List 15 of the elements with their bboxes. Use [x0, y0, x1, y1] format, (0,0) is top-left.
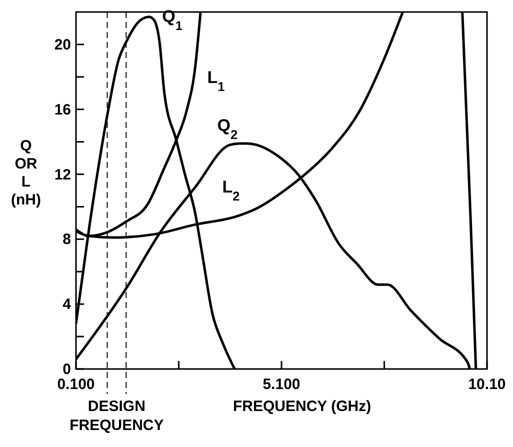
x-tick-label: 0.100 [57, 376, 95, 393]
y-tick-label: 12 [54, 166, 71, 184]
x-tick-label: 5.100 [262, 376, 300, 393]
y-tick-label: 16 [54, 101, 71, 118]
y-axis-title: Q OR L (nH) [11, 138, 41, 208]
series-label: L$_{2}$ [222, 177, 240, 203]
y-tick-label: 0 [62, 361, 71, 378]
y-tick-label: 4 [62, 296, 72, 314]
y-tick-label: 8 [62, 231, 71, 248]
x-tick-label: 10.10 [468, 376, 506, 393]
text: DESIGN FREQUENCY [70, 398, 164, 434]
series-label: Q$_{2}$ [217, 116, 238, 142]
y-tick-label: 20 [54, 36, 71, 54]
series-label: L$_{1}$ [207, 68, 225, 94]
x-axis-title: FREQUENCY (GHz) [233, 398, 372, 415]
